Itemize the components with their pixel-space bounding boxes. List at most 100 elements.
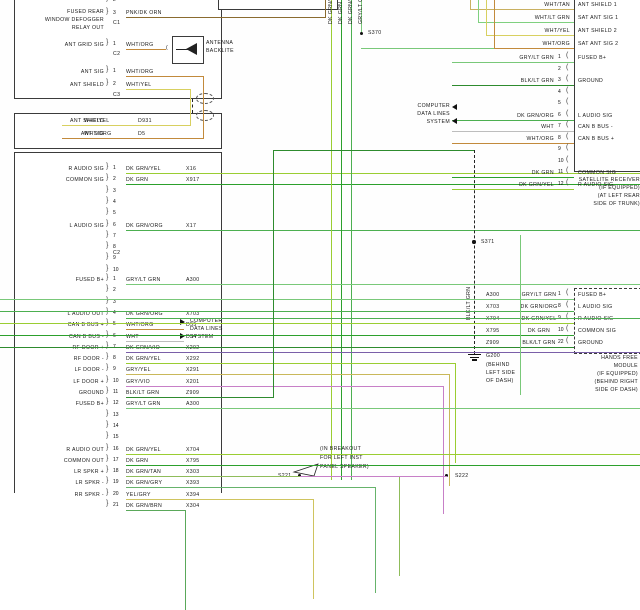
hfm-pin-22: 22 — [558, 339, 564, 345]
c1-brace-9: } — [106, 364, 109, 372]
c2-brace-4: } — [106, 196, 109, 204]
defogger-relay-label-0: DEFOGGER RLY — [10, 0, 104, 2]
c1-brace-18: } — [106, 466, 109, 474]
hands-free-name-3: (BEHIND RIGHT — [594, 379, 638, 385]
c1-pin-15: 15 — [113, 434, 119, 441]
computer-data-lines-system-top: SYSTEM — [232, 0, 255, 1]
sat-brace-11: ( — [566, 167, 569, 174]
satellite-receiver-name-3: SIDE OF TRUNK) — [593, 201, 640, 207]
ant-grid-sig-label: ANT GRID SIG — [64, 42, 104, 48]
sat-pin-10: 10 — [558, 157, 564, 164]
sat-label-12: R AUDIO SIG — [578, 181, 614, 188]
c2-wire-2: DK GRN — [126, 177, 149, 184]
ground-dashed-drop — [474, 150, 475, 354]
antmod-label-1: ANT SIG — [80, 131, 104, 137]
c1-label-20: RR SPKR - — [74, 491, 104, 498]
c2-circuit-2: X917 — [186, 177, 200, 184]
c1-label-4: L AUDIO OUT — [67, 310, 104, 317]
c1-label-17: COMMON OUT — [63, 457, 104, 464]
sat-ant-label-1: SAT ANT SIG 1 — [578, 15, 619, 21]
sat-ant-wire-1: WHT/LT GRN — [534, 15, 570, 21]
c2-label-1: R AUDIO SIG — [68, 166, 104, 172]
c2-label-2: COMMON SIG — [65, 177, 104, 184]
splice-s371-label: S371 — [481, 239, 495, 245]
sat-wire-line-12 — [452, 188, 574, 190]
c1-brace-20: } — [106, 488, 109, 496]
sat-brace-3: ( — [566, 75, 569, 82]
route-x291 — [126, 374, 450, 376]
sat-wire-11: DK GRN — [531, 170, 554, 176]
sat-wire-line-11 — [452, 177, 574, 178]
c2-wire-line-6 — [126, 229, 640, 231]
hands-free-module-box — [574, 288, 640, 354]
hfm-brace-1: ( — [566, 289, 569, 296]
c1-top-brace: } — [106, 0, 108, 2]
route-sat-b-plus — [520, 235, 521, 395]
c2-pin-8: 8 — [113, 244, 116, 251]
c1-pin-3: 3 — [113, 298, 116, 305]
c1-wire-11: BLK/LT GRN — [126, 390, 160, 396]
c1-top-pin-2: 2 — [113, 0, 116, 3]
splice-s221 — [298, 474, 302, 478]
hfm-circuit-1: A300 — [486, 292, 500, 298]
sat-brace-7: ( — [566, 121, 569, 128]
antenna-backlite-triangle — [186, 43, 197, 55]
satellite-receiver-name-2: (AT LEFT REAR — [597, 193, 640, 199]
splice-s370 — [359, 31, 363, 35]
breakout-note-2: PANEL SPEAKER) — [320, 464, 370, 470]
c1-pin-11: 11 — [113, 389, 119, 395]
sat-brace-9: ( — [566, 144, 569, 151]
c1-circuit-21: X304 — [186, 503, 200, 509]
splice-s371 — [472, 240, 476, 244]
radio-c2-tag: C2 — [113, 250, 121, 256]
c1-brace-8: } — [106, 353, 109, 361]
c2-pin-3: 3 — [113, 187, 116, 194]
c2-brace-5: } — [106, 208, 109, 216]
sat-brace-12: ( — [566, 178, 569, 186]
c2-circuit-6: X17 — [186, 222, 197, 229]
sat-wire-line-3 — [452, 85, 574, 86]
c1-brace-15: } — [106, 432, 109, 440]
bus-riser-4 — [361, 0, 362, 33]
c1-brace-12: } — [106, 398, 109, 406]
splice-s221-label: S221 — [278, 473, 292, 479]
route-x393-drop — [375, 487, 376, 594]
sat-pin-11: 11 — [558, 169, 564, 175]
c2-brace-9: } — [106, 253, 109, 261]
c1-label-5: CAN B BUS + — [67, 322, 104, 329]
c1-pin-5: 5 — [113, 321, 116, 328]
c1-wire-10: GRY/VIO — [126, 378, 150, 385]
c1-brace-19: } — [106, 477, 109, 485]
c1-circuit-10: X201 — [186, 378, 200, 385]
sat-label-8: CAN B BUS + — [578, 135, 615, 142]
satellite-data-label-3: SYSTEM — [426, 119, 450, 125]
route-x292 — [126, 363, 456, 365]
c1-label-11: GROUND — [78, 390, 104, 396]
sat-pin-6: 6 — [558, 111, 561, 118]
sat-wire-line-7 — [452, 131, 574, 132]
hfm-wire-line-8 — [0, 311, 574, 312]
c1-wire-20: YEL/GRY — [126, 491, 151, 498]
wire-ant-sig-drop — [203, 76, 204, 138]
hfm-circuit-8: X703 — [486, 304, 500, 310]
satellite-data-label-1: COMPUTER — [417, 103, 450, 109]
c2-pin-1: 1 — [113, 165, 116, 171]
hfm-label-9: R AUDIO SIG — [578, 316, 614, 322]
hfm-pin-1: 1 — [558, 291, 561, 297]
hfm-wire-line-1 — [0, 299, 574, 300]
hfm-brace-22: ( — [566, 337, 569, 344]
c1-wire-18: DK GRN/TAN — [126, 469, 162, 476]
c2-brace-2: } — [106, 174, 109, 182]
c2-brace-6: } — [106, 219, 109, 227]
c2-pin-4: 4 — [113, 198, 116, 205]
c2-pin-2: 2 — [113, 176, 116, 183]
c2-pin-7: 7 — [113, 232, 116, 239]
hfm-pin-8: 8 — [558, 303, 561, 309]
hfm-label-22: GROUND — [578, 340, 604, 346]
satellite-data-arrow-a — [452, 104, 457, 110]
c1-top-pin-3: 3 — [113, 10, 116, 16]
c1-wire-16: DK GRN/YEL — [126, 446, 161, 453]
sat-ant-riser-0 — [470, 0, 471, 9]
sat-ant-label-2: ANT SHIELD 2 — [578, 28, 617, 34]
c2-circuit-1: X16 — [186, 166, 197, 172]
